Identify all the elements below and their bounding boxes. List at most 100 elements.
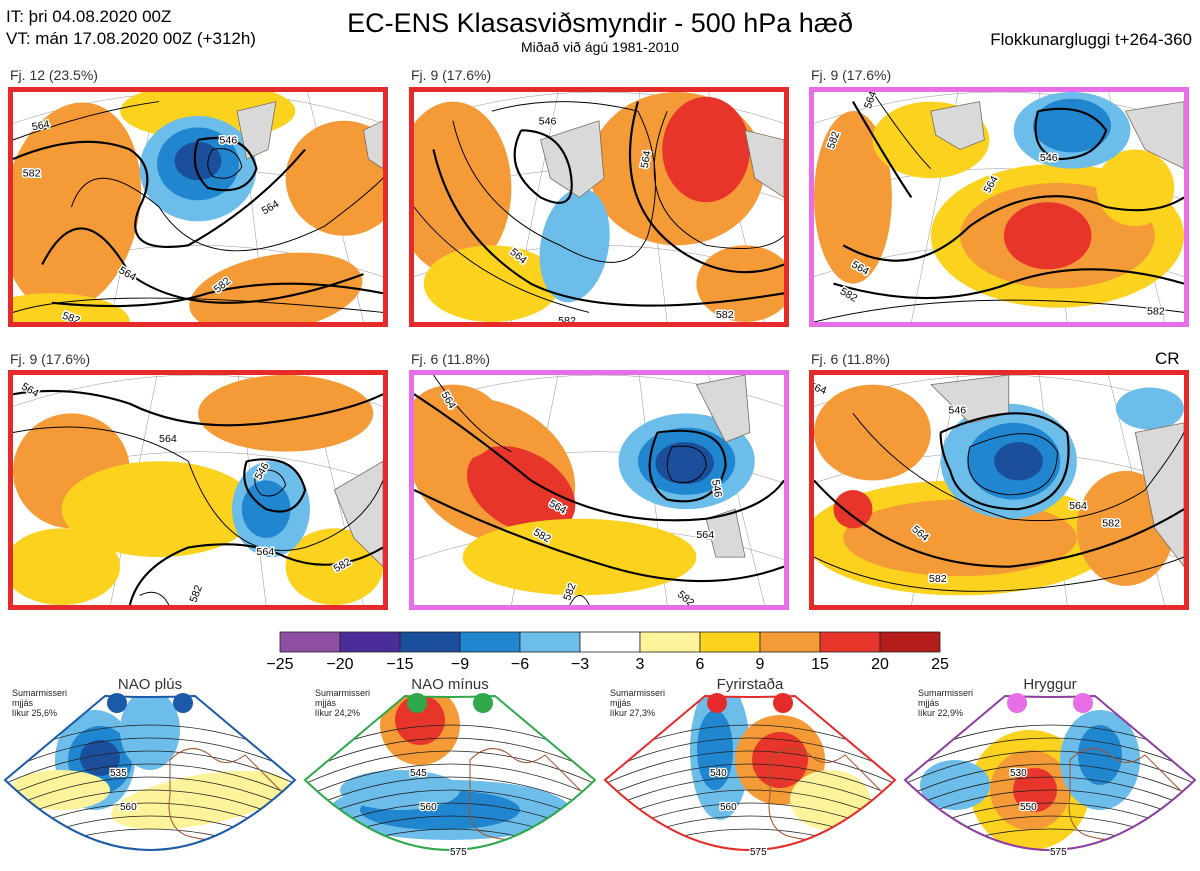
colorbar-swatch	[879, 631, 941, 653]
regime-contour	[905, 776, 1195, 813]
regime-anomaly	[80, 740, 120, 776]
regime-indicator-dot	[173, 693, 193, 713]
regime-contour-label: 550	[1020, 802, 1037, 813]
land-mask	[236, 101, 277, 160]
regime-title-nao-plus: NAO plús	[117, 676, 183, 693]
land-mask	[705, 508, 746, 558]
colorbar-swatch	[339, 631, 401, 653]
height-contour	[193, 136, 258, 192]
height-contour	[1034, 107, 1108, 161]
colorbar-tick-label: −15	[386, 656, 414, 673]
contour-label: 564	[1069, 500, 1087, 512]
height-contour	[833, 268, 1184, 300]
regime-info-nao-plus: Sumarmisseri mjjás líkur 25,6%	[12, 688, 68, 718]
anomaly-blob	[61, 461, 257, 558]
land-mask	[540, 120, 605, 198]
colorbar-swatch	[399, 631, 461, 653]
anomaly-blob	[1033, 98, 1111, 153]
regime-sector-border	[903, 694, 1197, 851]
regime-indicator-dot	[407, 693, 427, 713]
regime-contour	[605, 750, 895, 787]
colorbar-tick-label: 15	[811, 656, 829, 673]
regime-contour	[305, 737, 595, 774]
regime-contour-label: 560	[120, 802, 137, 813]
colorbar-tick-label: 20	[871, 656, 889, 673]
regime-contour-label: 535	[110, 768, 127, 779]
regime-sector-border	[303, 694, 597, 851]
anomaly-blob	[539, 188, 610, 303]
anomaly-blob	[285, 120, 383, 236]
regime-sector-map	[605, 696, 895, 850]
contour-label: 546	[219, 135, 237, 147]
height-contour	[628, 101, 784, 274]
regime-indicator-dot	[773, 693, 793, 713]
regime-contour	[905, 763, 1195, 800]
regime-title-ridge: Hryggur	[1023, 676, 1077, 693]
anomaly-blob	[994, 442, 1043, 481]
regime-info-blocking: Sumarmisseri mjjás líkur 27,3%	[610, 688, 666, 718]
height-contour	[254, 469, 287, 497]
regime-contour	[605, 763, 895, 800]
regime-anomaly	[111, 770, 289, 830]
regime-contour	[905, 750, 1195, 787]
regime-sector-border	[3, 694, 297, 851]
height-contour	[13, 426, 383, 551]
colorbar-tick-label: −9	[450, 656, 470, 673]
height-contour	[666, 445, 707, 483]
colorbar-swatch	[519, 631, 581, 653]
height-contour	[128, 543, 383, 605]
height-contour	[452, 110, 656, 263]
regime-contour-label: 540	[710, 768, 727, 779]
contour-label: 546	[948, 404, 966, 416]
height-contour	[648, 429, 727, 503]
height-contour	[414, 489, 784, 583]
anomaly-blob	[285, 528, 383, 605]
regime-contour-label: 575	[450, 847, 467, 858]
regime-info-ridge: Sumarmisseri mjjás líkur 22,9%	[918, 688, 974, 718]
height-contour	[70, 177, 383, 252]
regime-contour-label: 530	[1010, 768, 1027, 779]
contour-label: 564	[696, 529, 714, 541]
cluster-label-2: Fj. 9 (17.6%)	[411, 67, 492, 83]
height-contour	[852, 101, 913, 199]
colorbar-tick-label: −25	[266, 656, 294, 673]
height-contour	[13, 389, 383, 427]
regime-contour	[605, 776, 895, 813]
anomaly-blob	[414, 384, 502, 462]
contour-label: 546	[539, 116, 557, 128]
anomaly-blob	[1003, 202, 1092, 270]
regime-contour	[605, 737, 895, 774]
regime-indicator-dot	[1007, 693, 1027, 713]
height-contour	[814, 299, 1184, 322]
height-contour	[432, 149, 784, 307]
regime-contour-label: 560	[420, 802, 437, 813]
regime-sector-border	[603, 694, 897, 851]
height-contour	[653, 110, 784, 249]
colorbar-tick-label: 6	[695, 656, 705, 673]
contour-label: 564	[639, 150, 654, 169]
regime-indicator-dot	[1073, 693, 1093, 713]
regime-sector-map	[5, 696, 295, 850]
regime-contour	[5, 763, 295, 800]
colorbar-tick-label: −20	[326, 656, 354, 673]
cluster-map-3: 564 582 546 564 564 582 582	[809, 87, 1189, 327]
height-contour	[872, 92, 932, 170]
regime-info-nao-minus: Sumarmisseri mjjás líkur 24,2%	[315, 688, 371, 718]
valid-time: VT: mán 17.08.2020 00Z (+312h)	[6, 29, 256, 48]
colorbar-swatch	[639, 631, 701, 653]
contour-label: 582	[1147, 305, 1165, 317]
contour-label: 582	[929, 573, 947, 585]
height-contour	[513, 129, 573, 204]
height-contour	[814, 479, 1184, 568]
regime-contour-label: 560	[720, 802, 737, 813]
colorbar-tick-label: 9	[755, 656, 765, 673]
land-mask	[333, 460, 383, 568]
regime-title-nao-minus: NAO mínus	[411, 676, 489, 693]
anomaly-blob	[466, 446, 576, 534]
